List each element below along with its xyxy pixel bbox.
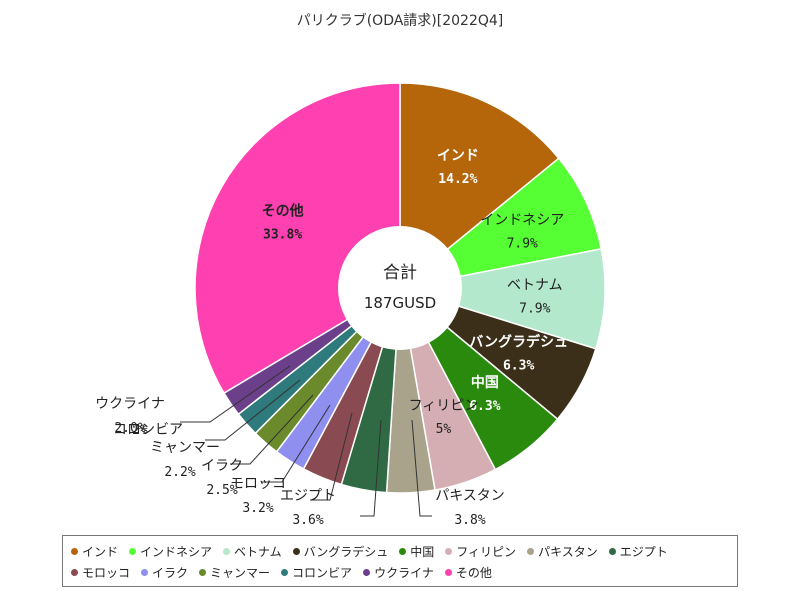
leader-line-8: [310, 412, 353, 501]
slice-value-label-0: 14.2%: [438, 172, 477, 187]
slice-name-label-5: フィリピン: [409, 398, 479, 414]
legend-item-8: モロッコ: [71, 562, 130, 583]
legend-label-2: ベトナム: [234, 545, 282, 559]
leader-line-6: [411, 419, 432, 517]
legend-label-7: エジプト: [619, 545, 668, 559]
legend-label-5: フィリピン: [456, 545, 517, 559]
legend-swatch-13: [444, 569, 452, 576]
pie-slice-2: [399, 248, 606, 350]
center-label: 合計: [383, 263, 417, 283]
slice-name-label-12: ウクライナ: [95, 396, 165, 412]
slice-name-label-3: バングラデシュ: [469, 333, 568, 350]
slice-value-label-7: 3.6%: [292, 513, 323, 528]
slice-name-label-11: コロンビア: [113, 422, 183, 438]
slice-name-label-7: エジプト: [280, 488, 336, 504]
legend-label-6: パキスタン: [538, 545, 598, 559]
slice-value-label-5: 5%: [436, 422, 452, 437]
legend-item-3: バングラデシュ: [292, 541, 389, 562]
center-hole: [338, 226, 462, 350]
pie-slice-0: [399, 82, 560, 290]
legend-label-11: コロンビア: [292, 566, 353, 580]
slice-name-label-1: インドネシア: [480, 213, 564, 229]
legend-label-9: イラク: [152, 566, 189, 580]
slice-name-label-9: イラク: [201, 458, 243, 474]
legend-item-4: 中国: [399, 541, 434, 562]
slice-labels: インド 14.2% インドネシア 7.9% ベトナム 7.9% バングラデシュ 6.3% 中国 6…: [95, 148, 568, 528]
legend-swatch-12: [363, 569, 371, 576]
chart-title: パリクラブ(ODA請求)[2022Q4]: [296, 13, 504, 29]
legend-item-10: ミャンマー: [199, 562, 270, 583]
slice-value-label-1: 7.9%: [507, 237, 538, 252]
center-value: 187GUSD: [364, 294, 436, 312]
legend-item-0: インド: [71, 541, 118, 562]
legend-swatch-2: [223, 548, 231, 555]
legend-swatch-8: [71, 569, 78, 576]
legend-item-2: ベトナム: [223, 541, 282, 562]
slice-value-label-13: 33.8%: [263, 227, 302, 242]
legend-item-13: その他: [444, 562, 492, 583]
slice-value-label-10: 2.2%: [164, 465, 195, 480]
legend-swatch-0: [71, 548, 78, 555]
slice-value-label-4: 6.3%: [469, 399, 500, 414]
slice-value-label-6: 3.8%: [454, 513, 485, 528]
leader-line-7: [360, 419, 382, 517]
legend-swatch-10: [199, 569, 207, 576]
legend-label-10: ミャンマー: [210, 566, 271, 580]
legend-label-12: ウクライナ: [374, 566, 434, 580]
slice-value-label-9: 2.5%: [206, 483, 237, 498]
legend-swatch-9: [141, 569, 149, 576]
slice-name-label-8: モロッコ: [230, 476, 286, 492]
legend-item-1: インドネシア: [129, 541, 212, 562]
leader-lines: [180, 365, 432, 517]
slice-value-label-8: 3.2%: [242, 501, 273, 516]
leader-line-12: [180, 365, 291, 423]
legend-swatch-4: [399, 548, 407, 555]
slice-value-label-12: 2.0%: [114, 421, 145, 436]
legend-item-7: エジプト: [608, 541, 668, 562]
legend-item-9: イラク: [141, 562, 188, 583]
leader-line-11: [205, 379, 301, 441]
leader-line-10: [230, 394, 314, 465]
slice-value-label-11: 2%: [132, 423, 148, 438]
legend-label-0: インド: [82, 545, 119, 559]
slice-name-label-13: その他: [262, 202, 304, 219]
legend-label-1: インドネシア: [140, 545, 213, 559]
legend-swatch-7: [608, 548, 616, 555]
legend-label-3: バングラデシュ: [303, 545, 389, 559]
slice-name-label-10: ミャンマー: [150, 440, 220, 456]
legend-item-5: フィリピン: [445, 541, 516, 562]
slice-name-label-0: インド: [437, 148, 479, 164]
legend-label-13: その他: [455, 566, 492, 580]
legend-swatch-5: [445, 548, 453, 555]
chart-legend: インド インドネシア ベトナム バングラデシュ 中国 フィリピン パキスタン エジプトモロッコ…: [62, 535, 738, 587]
slice-name-label-4: 中国: [471, 374, 499, 391]
legend-swatch-3: [292, 548, 300, 555]
slice-name-label-2: ベトナム: [507, 277, 563, 293]
slice-value-label-3: 6.3%: [503, 358, 534, 373]
legend-swatch-11: [281, 569, 289, 576]
legend-label-8: モロッコ: [82, 566, 131, 580]
legend-swatch-1: [129, 548, 137, 555]
leader-line-9: [262, 404, 331, 483]
slice-value-label-2: 7.9%: [519, 301, 550, 316]
legend-label-4: 中国: [410, 545, 435, 559]
legend-item-6: パキスタン: [527, 541, 598, 562]
legend-item-11: コロンビア: [281, 562, 352, 583]
legend-swatch-6: [527, 548, 535, 555]
slice-name-label-6: パキスタン: [435, 488, 505, 504]
legend-item-12: ウクライナ: [363, 562, 434, 583]
